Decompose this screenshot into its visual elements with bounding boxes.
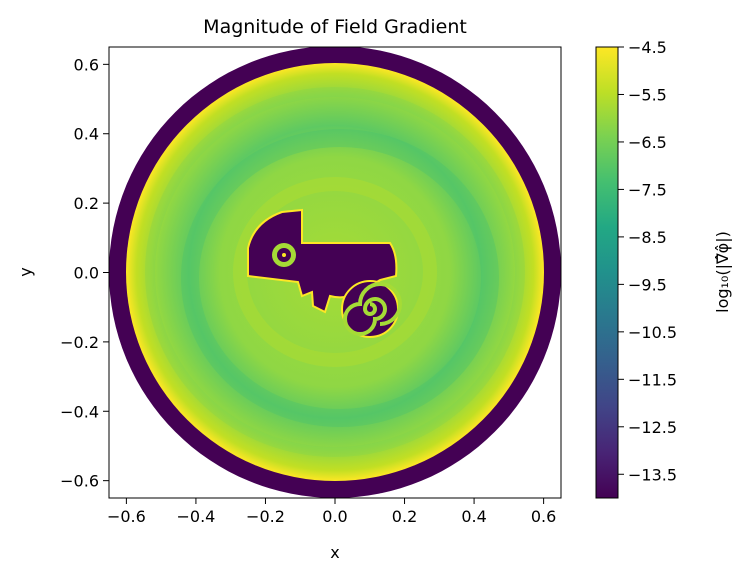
plot-area [109, 47, 561, 498]
y-tick-label: 0.6 [74, 55, 99, 74]
y-tick-label: 0.0 [74, 264, 99, 283]
x-tick-label: 0.2 [392, 507, 417, 526]
colorbar-tick-label: −8.5 [628, 228, 667, 247]
x-tick-label: −0.4 [176, 507, 215, 526]
y-tick-label: −0.2 [60, 333, 99, 352]
colorbar-gradient [596, 47, 618, 498]
x-axis-label: x [330, 543, 339, 562]
y-axis: −0.6 −0.4 −0.2 0.0 0.2 0.4 0.6 [60, 55, 109, 491]
chart-title: Magnitude of Field Gradient [203, 16, 467, 38]
x-tick-label: 0.6 [531, 507, 556, 526]
colorbar-tick-label: −4.5 [628, 38, 667, 57]
colorbar-tick-label: −13.5 [628, 465, 677, 484]
field-bands [145, 87, 525, 457]
colorbar-tick-label: −10.5 [628, 323, 677, 342]
colorbar-ticks: −4.5 −5.5 −6.5 −7.5 −8.5 −9.5 −10.5 −11.5 −12.5 −… [618, 38, 677, 484]
colorbar-frame [595, 46, 619, 499]
colorbar: −4.5 −5.5 −6.5 −7.5 −8.5 −9.5 −10.5 −11.5 −12.5 −… [595, 38, 732, 499]
colorbar-tick-label: −11.5 [628, 370, 677, 389]
colorbar-tick-label: −7.5 [628, 180, 667, 199]
y-tick-label: 0.2 [74, 194, 99, 213]
y-tick-label: −0.4 [60, 402, 99, 421]
x-tick-label: 0.4 [461, 507, 486, 526]
y-tick-label: 0.4 [74, 125, 99, 144]
y-tick-label: −0.6 [60, 472, 99, 491]
colorbar-tick-label: −12.5 [628, 418, 677, 437]
y-axis-label: y [16, 267, 35, 276]
x-axis: −0.6 −0.4 −0.2 0.0 0.2 0.4 0.6 [107, 498, 556, 526]
x-tick-label: −0.2 [246, 507, 285, 526]
x-tick-label: 0.0 [322, 507, 347, 526]
colorbar-label: log₁₀(|∇̂φ̂|) [713, 231, 732, 313]
colorbar-tick-label: −9.5 [628, 275, 667, 294]
colorbar-tick-label: −6.5 [628, 133, 667, 152]
x-tick-label: −0.6 [107, 507, 146, 526]
chameleon-shape [247, 208, 402, 338]
colorbar-tick-label: −5.5 [628, 85, 667, 104]
